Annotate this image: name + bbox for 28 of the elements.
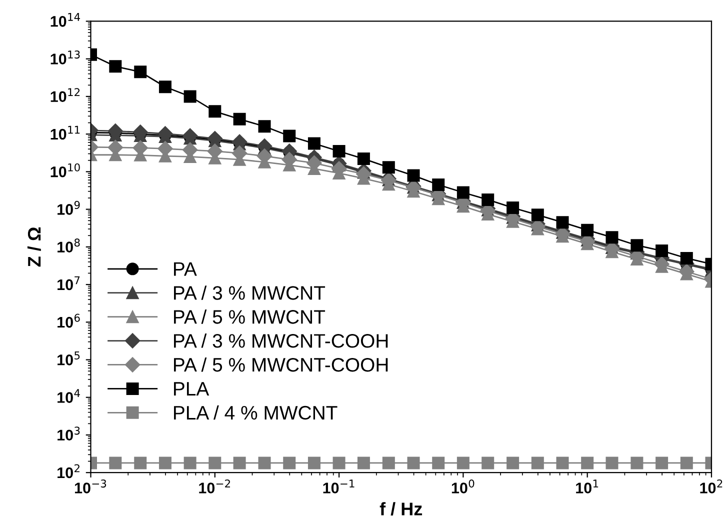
y-tick-label: 10$^{13}$	[50, 50, 80, 64]
x-tick-label: 10$^{2}$	[700, 479, 722, 494]
y-tick-label: 10$^{10}$	[50, 163, 80, 178]
legend-label: PA / 5 % MWCNT	[174, 310, 326, 324]
x-tick-label: 10$^{1}$	[576, 480, 598, 494]
y-tick-label: 10$^{8}$	[58, 238, 80, 252]
x-tick-label: 10$^{0}$	[452, 479, 474, 494]
y-tick-label: 10$^{2}$	[58, 464, 80, 478]
legend-label: PLA	[174, 382, 210, 396]
legend-label: PA	[174, 262, 197, 276]
y-tick-label: 10$^{4}$	[58, 389, 80, 403]
legend-label: PLA / 4 % MWCNT	[174, 405, 338, 420]
legend-label: PA / 3 % MWCNT-COOH	[174, 333, 388, 348]
x-tick-label: 10$^{−2}$	[199, 479, 230, 494]
y-tick-label: 10$^{14}$	[50, 13, 80, 27]
legend-label: PA / 3 % MWCNT	[174, 286, 326, 300]
y-tick-label: 10$^{7}$	[58, 276, 80, 290]
legend-label: PA / 5 % MWCNT-COOH	[174, 357, 388, 372]
y-tick-label: 10$^{5}$	[58, 352, 80, 366]
y-tick-label: 10$^{6}$	[58, 314, 80, 328]
y-tick-label: 10$^{12}$	[50, 88, 80, 102]
y-tick-label: 10$^{9}$	[58, 200, 80, 215]
y-axis-title: Z / Ω	[27, 227, 41, 267]
y-tick-label: 10$^{11}$	[50, 126, 80, 140]
x-axis-title: f / Hz	[380, 502, 422, 516]
x-tick-label: 10$^{−1}$	[323, 480, 354, 494]
y-tick-label: 10$^{3}$	[58, 426, 80, 441]
x-tick-label: 10$^{−3}$	[74, 479, 106, 494]
